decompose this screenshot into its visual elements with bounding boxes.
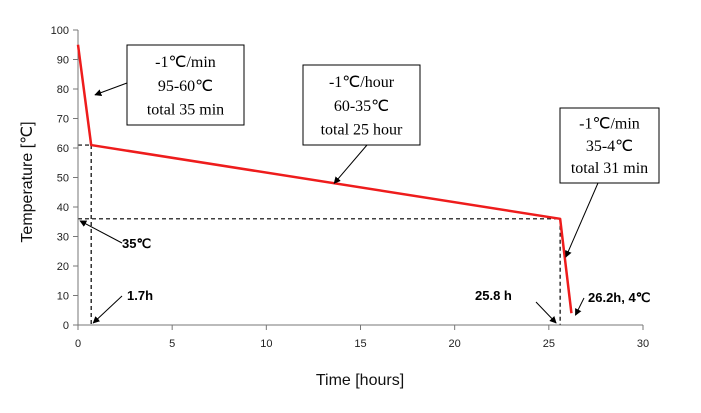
annotation-box-text: total 31 min bbox=[571, 160, 648, 177]
series bbox=[76, 44, 573, 314]
annotations: -1℃/min 95-60℃ total 35 min -1℃/hour 60-35℃ t… bbox=[79, 44, 660, 324]
annotation-box bbox=[126, 44, 245, 126]
y-ticks: 0 10 20 30 40 50 60 70 80 90 100 bbox=[51, 25, 78, 332]
y-tick-label: 60 bbox=[57, 143, 69, 155]
point-arrow bbox=[79, 220, 123, 244]
annotation-box bbox=[302, 64, 421, 146]
y-tick-label: 30 bbox=[57, 232, 69, 244]
x-axis-title: Time [hours] bbox=[316, 372, 404, 389]
annotation-box-text: -1℃/min bbox=[579, 115, 640, 132]
x-tick-label: 5 bbox=[169, 338, 175, 350]
y-tick-label: 20 bbox=[57, 261, 69, 273]
y-tick-label: 10 bbox=[57, 291, 69, 303]
y-tick-label: 100 bbox=[51, 25, 69, 37]
series-line bbox=[76, 44, 573, 314]
point-label: 35℃ bbox=[122, 236, 151, 251]
annotation-box-text: 95-60℃ bbox=[158, 78, 213, 95]
annotation-box-text: 35-4℃ bbox=[586, 138, 633, 155]
x-tick-label: 10 bbox=[260, 338, 272, 350]
annotation-box-text: total 35 min bbox=[147, 102, 224, 119]
annotation-box-text: 60-35℃ bbox=[334, 98, 389, 115]
y-tick-label: 80 bbox=[57, 84, 69, 96]
x-tick-label: 20 bbox=[449, 338, 461, 350]
annotation-arrow bbox=[565, 182, 599, 258]
annotation-box-text: -1℃/hour bbox=[329, 74, 395, 91]
y-tick-label: 90 bbox=[57, 55, 69, 67]
annotation-box-text: total 25 hour bbox=[321, 122, 403, 139]
y-axis-title: Temperature [℃] bbox=[19, 121, 36, 242]
x-tick-label: 25 bbox=[543, 338, 555, 350]
annotation-box-text: -1℃/min bbox=[155, 54, 216, 71]
y-tick-label: 50 bbox=[57, 173, 69, 185]
x-tick-label: 30 bbox=[637, 338, 649, 350]
annotation-box bbox=[559, 107, 660, 184]
x-ticks: 0 5 10 15 20 25 30 bbox=[75, 325, 649, 350]
point-label: 1.7h bbox=[127, 288, 153, 303]
point-arrow bbox=[535, 301, 557, 324]
point-label: 26.2h, 4℃ bbox=[588, 290, 650, 305]
point-label: 25.8 h bbox=[475, 288, 512, 303]
x-tick-label: 0 bbox=[75, 338, 81, 350]
y-tick-label: 40 bbox=[57, 202, 69, 214]
x-tick-label: 15 bbox=[354, 338, 366, 350]
point-arrow bbox=[574, 297, 585, 316]
annotation-arrow bbox=[333, 144, 368, 184]
y-tick-label: 70 bbox=[57, 114, 69, 126]
annotation-arrow bbox=[94, 82, 128, 96]
point-arrow bbox=[92, 295, 123, 324]
y-tick-label: 0 bbox=[63, 320, 69, 332]
guide-lines bbox=[78, 144, 561, 325]
